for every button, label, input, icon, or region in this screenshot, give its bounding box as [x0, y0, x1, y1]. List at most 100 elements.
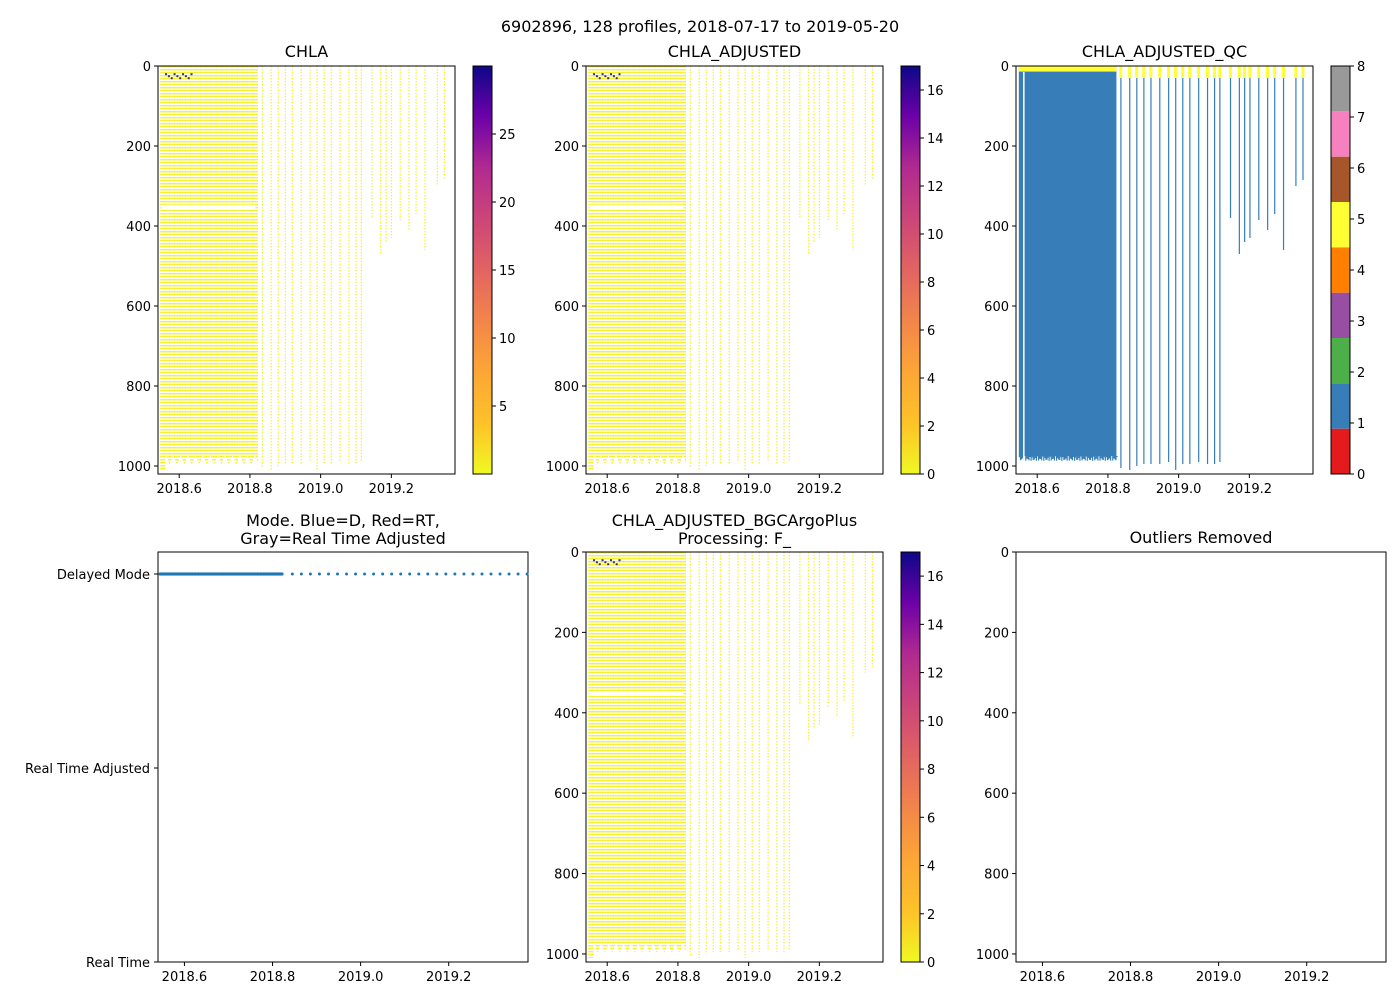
- qc-profile: [1258, 66, 1260, 220]
- qc-profile: [1101, 456, 1103, 460]
- x-tick-label: 2018.6: [1014, 482, 1060, 497]
- qc-top-flag: [1218, 66, 1222, 78]
- qc-profile: [1198, 66, 1200, 462]
- axes-frame: [1015, 65, 1314, 475]
- qc-profile: [1026, 456, 1028, 459]
- high-value-speck: [182, 73, 185, 76]
- qc-profile: [1168, 66, 1170, 462]
- qc-profile: [1033, 456, 1035, 460]
- mode-point: [426, 572, 430, 576]
- qc-profile: [1076, 456, 1078, 460]
- qc-profile: [1113, 456, 1115, 459]
- mode-point: [280, 572, 284, 576]
- mode-point: [363, 572, 367, 576]
- qc-top-flag: [1243, 66, 1247, 78]
- x-tick-label: 2018.8: [655, 482, 701, 497]
- qc-profile: [1040, 456, 1042, 459]
- qc-profile: [1267, 66, 1269, 230]
- x-tick-label: 2018.6: [1020, 970, 1066, 985]
- qc-profile: [1092, 456, 1094, 461]
- qc-profile: [1088, 456, 1091, 460]
- high-value-speck: [598, 563, 601, 566]
- qc-profile: [1274, 66, 1276, 214]
- qc-profile: [1045, 456, 1047, 460]
- axes-frame: [1015, 551, 1387, 963]
- chart-chla-adjusted-qc: CHLA_ADJUSTED_QC 2018.6 2018.8 2019.0 2019.2…: [976, 42, 1365, 497]
- qc-profile: [1065, 456, 1067, 459]
- qc-profile: [1102, 456, 1104, 461]
- qc-profile: [1214, 66, 1216, 464]
- qc-top-flag: [1158, 66, 1162, 78]
- qc-profile: [1107, 456, 1110, 460]
- qc-profile: [1044, 456, 1046, 458]
- qc-top-flag: [1135, 66, 1139, 78]
- x-tick-label: 2018.6: [584, 482, 630, 497]
- high-value-speck: [598, 77, 601, 80]
- qc-profile: [1048, 456, 1050, 461]
- mode-point: [299, 572, 303, 576]
- y-tick-label: 600: [126, 300, 151, 315]
- y-tick-label: 0: [571, 546, 579, 561]
- high-value-speck: [593, 73, 596, 76]
- data-gap: [589, 691, 684, 696]
- y-tick-label: 1000: [546, 460, 579, 475]
- chart-title-line: Mode. Blue=D, Red=RT,: [246, 511, 440, 530]
- qc-top-flag: [1188, 66, 1192, 78]
- colorbar-tick-label: 10: [927, 228, 944, 243]
- qc-profile: [1062, 456, 1064, 458]
- mode-point: [435, 572, 439, 576]
- qc-profile: [1093, 456, 1095, 457]
- qc-profile: [1055, 456, 1058, 461]
- qc-profile: [1029, 456, 1031, 457]
- qc-profile: [1097, 456, 1099, 461]
- y-category-label: Real Time: [86, 956, 150, 971]
- colorbar-frame: [900, 551, 921, 963]
- mode-point: [471, 572, 475, 576]
- high-value-speck: [179, 77, 182, 80]
- x-tick-label: 2019.2: [1284, 970, 1330, 985]
- qc-top-flag: [1281, 66, 1285, 78]
- chart-title: CHLA_ADJUSTED: [668, 42, 801, 62]
- y-tick-label: 200: [554, 626, 579, 641]
- colorbar-tick-label: 10: [499, 332, 516, 347]
- y-category-label: Delayed Mode: [57, 568, 150, 583]
- qc-profile: [1058, 456, 1060, 460]
- mode-point: [507, 572, 511, 576]
- colorbar-tick-label: 8: [927, 763, 935, 778]
- qc-profile: [1100, 456, 1102, 459]
- high-value-speck: [615, 563, 618, 566]
- y-tick-label: 600: [984, 300, 1009, 315]
- qc-profile: [1038, 456, 1041, 459]
- x-tick-label: 2019.0: [726, 970, 772, 985]
- colorbar-tick-label: 3: [1357, 315, 1365, 330]
- qc-profile: [1059, 456, 1061, 461]
- qc-profile: [1249, 66, 1251, 238]
- high-value-speck: [615, 77, 618, 80]
- colorbar-tick-label: 2: [1357, 366, 1365, 381]
- high-value-speck: [601, 559, 604, 562]
- mode-point: [345, 572, 349, 576]
- colorbar-segment: [1331, 247, 1350, 293]
- mode-point: [335, 572, 339, 576]
- colorbar-gradient: [473, 66, 492, 474]
- colorbar-segment: [1331, 292, 1350, 338]
- colorbar-tick-label: 16: [927, 84, 944, 99]
- qc-top-flag: [1205, 66, 1209, 78]
- qc-top-flag: [1149, 66, 1153, 78]
- chart-title: CHLA: [285, 42, 328, 61]
- x-tick-label: 2018.8: [1085, 482, 1131, 497]
- colorbar-tick-label: 14: [927, 132, 944, 147]
- y-tick-label: 400: [984, 220, 1009, 235]
- colorbar-tick-label: 2: [927, 420, 935, 435]
- qc-profile: [1120, 66, 1122, 468]
- qc-profile: [1066, 456, 1068, 461]
- qc-profile: [1115, 456, 1117, 461]
- high-value-speck: [612, 561, 615, 564]
- mode-point: [399, 572, 403, 576]
- chart-outliers: Outliers Removed 2018.6 2018.8 2019.0 2019.2…: [976, 528, 1387, 985]
- qc-profile: [1031, 456, 1033, 458]
- qc-profile: [1082, 456, 1084, 459]
- chart-mode: Mode. Blue=D, Red=RT,Gray=Real Time Adju…: [25, 511, 529, 985]
- qc-top-flag: [1119, 66, 1123, 78]
- axes-frame: [157, 65, 456, 475]
